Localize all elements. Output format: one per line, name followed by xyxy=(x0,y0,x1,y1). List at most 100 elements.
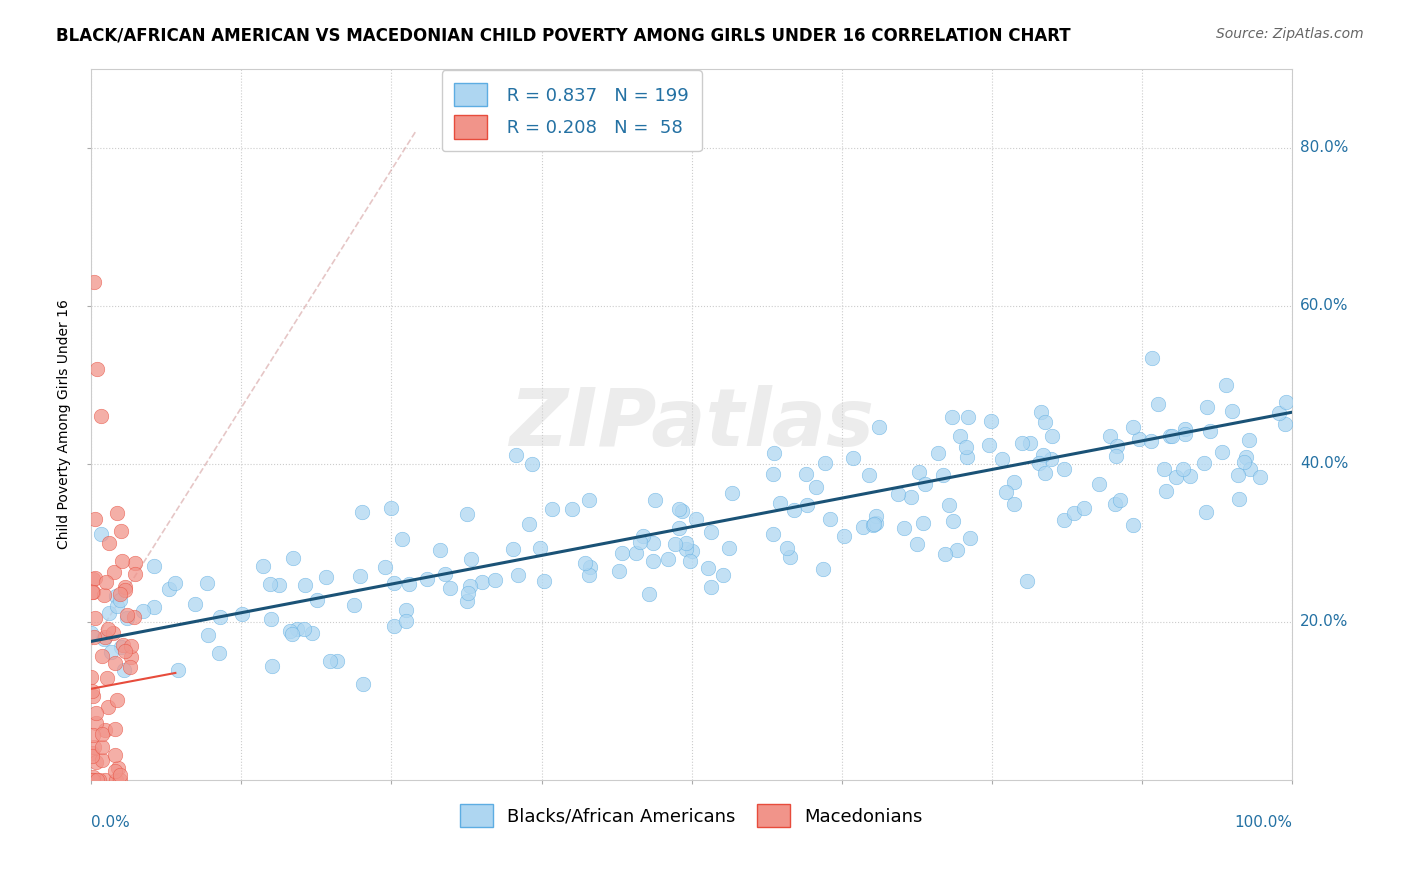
Point xyxy=(675,536,697,550)
Point xyxy=(1122,518,1144,533)
Point xyxy=(84,512,107,526)
Point xyxy=(120,659,142,673)
Point xyxy=(1105,449,1128,463)
Point xyxy=(114,644,136,658)
Point xyxy=(84,755,107,769)
Point xyxy=(82,728,104,742)
Point xyxy=(471,575,494,590)
Point xyxy=(315,570,337,584)
Point xyxy=(1153,462,1175,476)
Point xyxy=(395,603,418,617)
Point xyxy=(415,572,437,586)
Point xyxy=(517,516,540,531)
Point xyxy=(762,467,785,482)
Point xyxy=(941,410,963,425)
Point xyxy=(384,619,406,633)
Point xyxy=(384,576,406,591)
Point xyxy=(1033,415,1056,429)
Point xyxy=(93,723,115,737)
Point xyxy=(1108,492,1130,507)
Point xyxy=(82,684,104,698)
Point xyxy=(934,547,956,561)
Point xyxy=(157,582,180,596)
Point xyxy=(1032,448,1054,462)
Point xyxy=(90,526,112,541)
Point xyxy=(343,598,366,612)
Point xyxy=(259,576,281,591)
Point xyxy=(84,706,107,720)
Point xyxy=(209,609,232,624)
Point xyxy=(456,507,478,521)
Point xyxy=(893,521,915,535)
Point xyxy=(863,517,886,532)
Point xyxy=(114,580,136,594)
Point xyxy=(105,506,128,520)
Point xyxy=(1040,452,1063,467)
Point xyxy=(905,537,928,551)
Point xyxy=(1197,400,1219,414)
Point xyxy=(900,490,922,504)
Point xyxy=(380,500,402,515)
Point xyxy=(711,567,734,582)
Point xyxy=(1002,497,1025,511)
Point xyxy=(1011,436,1033,450)
Point xyxy=(163,575,186,590)
Point xyxy=(911,516,934,531)
Point xyxy=(1019,436,1042,450)
Point xyxy=(96,671,118,685)
Point xyxy=(991,451,1014,466)
Point xyxy=(80,626,103,640)
Point xyxy=(1159,428,1181,442)
Point xyxy=(82,690,104,704)
Point xyxy=(167,663,190,677)
Point xyxy=(84,611,107,625)
Point xyxy=(1073,501,1095,516)
Point xyxy=(458,578,481,592)
Point xyxy=(1239,462,1261,476)
Point xyxy=(1166,470,1188,484)
Point xyxy=(142,599,165,614)
Point xyxy=(86,772,108,787)
Point xyxy=(533,574,555,589)
Point xyxy=(117,608,139,623)
Point xyxy=(522,457,544,471)
Point xyxy=(285,622,308,636)
Point xyxy=(1215,378,1237,392)
Point xyxy=(868,419,890,434)
Point xyxy=(1161,429,1184,443)
Point xyxy=(607,564,630,578)
Point xyxy=(267,578,290,592)
Point xyxy=(832,529,855,543)
Point xyxy=(668,502,690,516)
Point xyxy=(685,512,707,526)
Point xyxy=(776,541,799,555)
Point xyxy=(457,586,479,600)
Point xyxy=(197,628,219,642)
Point xyxy=(1029,405,1052,419)
Point xyxy=(865,516,887,530)
Point xyxy=(83,631,105,645)
Point xyxy=(97,700,120,714)
Point xyxy=(1234,450,1257,465)
Point xyxy=(502,542,524,557)
Point xyxy=(908,465,931,479)
Point xyxy=(86,361,108,376)
Point xyxy=(91,753,114,767)
Point xyxy=(98,535,121,549)
Point xyxy=(82,772,104,787)
Point xyxy=(104,590,127,604)
Point xyxy=(94,631,117,645)
Text: 80.0%: 80.0% xyxy=(1301,140,1348,155)
Point xyxy=(887,487,910,501)
Point xyxy=(841,450,863,465)
Point xyxy=(1249,470,1271,484)
Text: 20.0%: 20.0% xyxy=(1301,614,1348,629)
Point xyxy=(124,566,146,581)
Point xyxy=(579,560,602,574)
Point xyxy=(1178,469,1201,483)
Point xyxy=(675,541,697,556)
Point xyxy=(326,654,349,668)
Point xyxy=(93,588,115,602)
Point xyxy=(858,467,880,482)
Point xyxy=(699,524,721,539)
